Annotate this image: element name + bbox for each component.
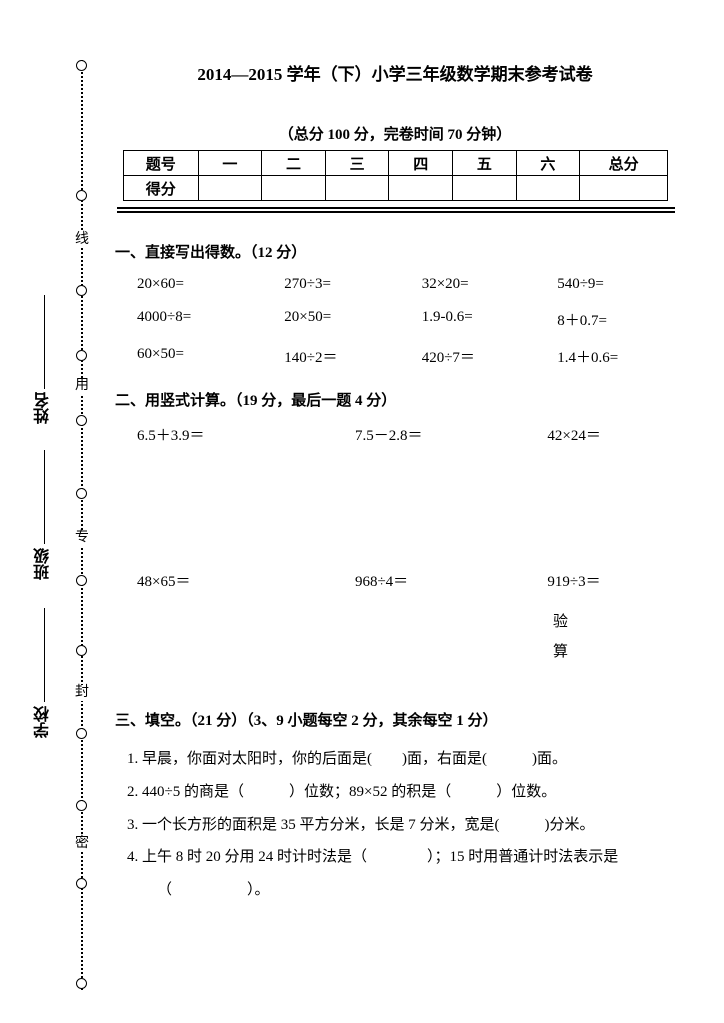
col-head: 三	[325, 151, 389, 176]
row-label: 得分	[124, 176, 199, 201]
q-row: 4000÷8= 20×50= 1.9-0.6= 8＋0.7=	[137, 309, 675, 330]
q-cell: 32×20=	[422, 276, 557, 293]
list-item: 1. 早晨，你面对太阳时，你的后面是( )面，右面是( )面。	[127, 744, 675, 775]
col-head: 五	[453, 151, 517, 176]
mental-math-grid: 20×60= 270÷3= 32×20= 540÷9= 4000÷8= 20×5…	[137, 276, 675, 367]
table-row: 题号 一 二 三 四 五 六 总分	[124, 151, 668, 176]
fill-blank-list: 1. 早晨，你面对太阳时，你的后面是( )面，右面是( )面。 2. 440÷5…	[127, 744, 675, 906]
q-cell: 8＋0.7=	[557, 309, 675, 330]
ring-icon	[76, 645, 87, 656]
list-item: 2. 440÷5 的商是（ ）位数；89×52 的积是（ ）位数。	[127, 777, 675, 808]
check-char: 验	[553, 607, 675, 637]
binding-char: 线	[74, 232, 90, 248]
col-head: 六	[516, 151, 580, 176]
side-label-name: 姓名	[32, 392, 56, 424]
q-row: 20×60= 270÷3= 32×20= 540÷9=	[137, 276, 675, 293]
binding-char: 用	[74, 378, 90, 394]
section-head-2: 二、用竖式计算。（19 分，最后一题 4 分）	[115, 389, 675, 410]
section-head-1: 一、直接写出得数。（12 分）	[115, 241, 675, 262]
score-cell	[325, 176, 389, 201]
ring-icon	[76, 488, 87, 499]
col-head: 四	[389, 151, 453, 176]
q-cell: 48×65＝	[137, 570, 355, 591]
binding-char: 封	[74, 685, 90, 701]
vertical-calc-row: 48×65＝ 968÷4＝ 919÷3＝	[137, 570, 675, 591]
q-cell: 1.9-0.6=	[422, 309, 557, 330]
q-cell: 42×24＝	[547, 424, 675, 445]
ring-icon	[76, 575, 87, 586]
col-head: 总分	[580, 151, 668, 176]
q-cell: 140÷2＝	[284, 346, 421, 367]
q-cell: 919÷3＝	[547, 570, 675, 591]
ring-icon	[76, 800, 87, 811]
ring-icon	[76, 350, 87, 361]
q-cell: 968÷4＝	[355, 570, 547, 591]
binding-char: 专	[74, 530, 90, 546]
ring-icon	[76, 285, 87, 296]
side-label-school: 学校	[32, 706, 56, 738]
vertical-calc-row: 6.5＋3.9＝ 7.5－2.8＝ 42×24＝	[137, 424, 675, 445]
side-underline	[44, 608, 45, 702]
binding-char: 密	[74, 836, 90, 852]
q-cell: 20×50=	[284, 309, 421, 330]
q-cell: 60×50=	[137, 346, 284, 367]
q-cell: 7.5－2.8＝	[355, 424, 547, 445]
q-cell: 1.4＋0.6=	[557, 346, 675, 367]
score-cell	[262, 176, 326, 201]
q-row: 60×50= 140÷2＝ 420÷7＝ 1.4＋0.6=	[137, 346, 675, 367]
col-head: 二	[262, 151, 326, 176]
ring-icon	[76, 878, 87, 889]
col-head: 一	[198, 151, 262, 176]
score-cell	[389, 176, 453, 201]
section-head-3: 三、填空。（21 分）（3、9 小题每空 2 分，其余每空 1 分）	[115, 709, 675, 730]
score-cell	[516, 176, 580, 201]
page-content: 2014—2015 学年（下）小学三年级数学期末参考试卷 （总分 100 分，完…	[115, 60, 675, 908]
score-table: 题号 一 二 三 四 五 六 总分 得分	[123, 150, 668, 201]
binding-strip: 线 用 专 封 密	[62, 60, 102, 990]
check-char: 算	[553, 637, 675, 667]
exam-subtitle: （总分 100 分，完卷时间 70 分钟）	[115, 123, 675, 144]
side-underline	[44, 450, 45, 544]
ring-icon	[76, 728, 87, 739]
side-underline	[44, 295, 45, 389]
side-label-class: 班级	[32, 548, 56, 580]
q-cell: 420÷7＝	[422, 346, 557, 367]
row-label: 题号	[124, 151, 199, 176]
exam-title: 2014—2015 学年（下）小学三年级数学期末参考试卷	[115, 60, 675, 85]
double-rule	[117, 207, 675, 213]
q-cell: 6.5＋3.9＝	[137, 424, 355, 445]
ring-icon	[76, 190, 87, 201]
q-cell: 540÷9=	[557, 276, 675, 293]
score-cell	[580, 176, 668, 201]
q-cell: 20×60=	[137, 276, 284, 293]
ring-icon	[76, 978, 87, 989]
table-row: 得分	[124, 176, 668, 201]
list-item: （ ）。	[157, 875, 675, 906]
check-label: 验 算	[553, 607, 675, 667]
list-item: 3. 一个长方形的面积是 35 平方分米，长是 7 分米，宽是( )分米。	[127, 810, 675, 841]
ring-icon	[76, 60, 87, 71]
score-cell	[453, 176, 517, 201]
q-cell: 270÷3=	[284, 276, 421, 293]
q-cell: 4000÷8=	[137, 309, 284, 330]
ring-icon	[76, 415, 87, 426]
list-item: 4. 上午 8 时 20 分用 24 时计时法是（ ）；15 时用普通计时法表示…	[127, 842, 675, 873]
score-cell	[198, 176, 262, 201]
